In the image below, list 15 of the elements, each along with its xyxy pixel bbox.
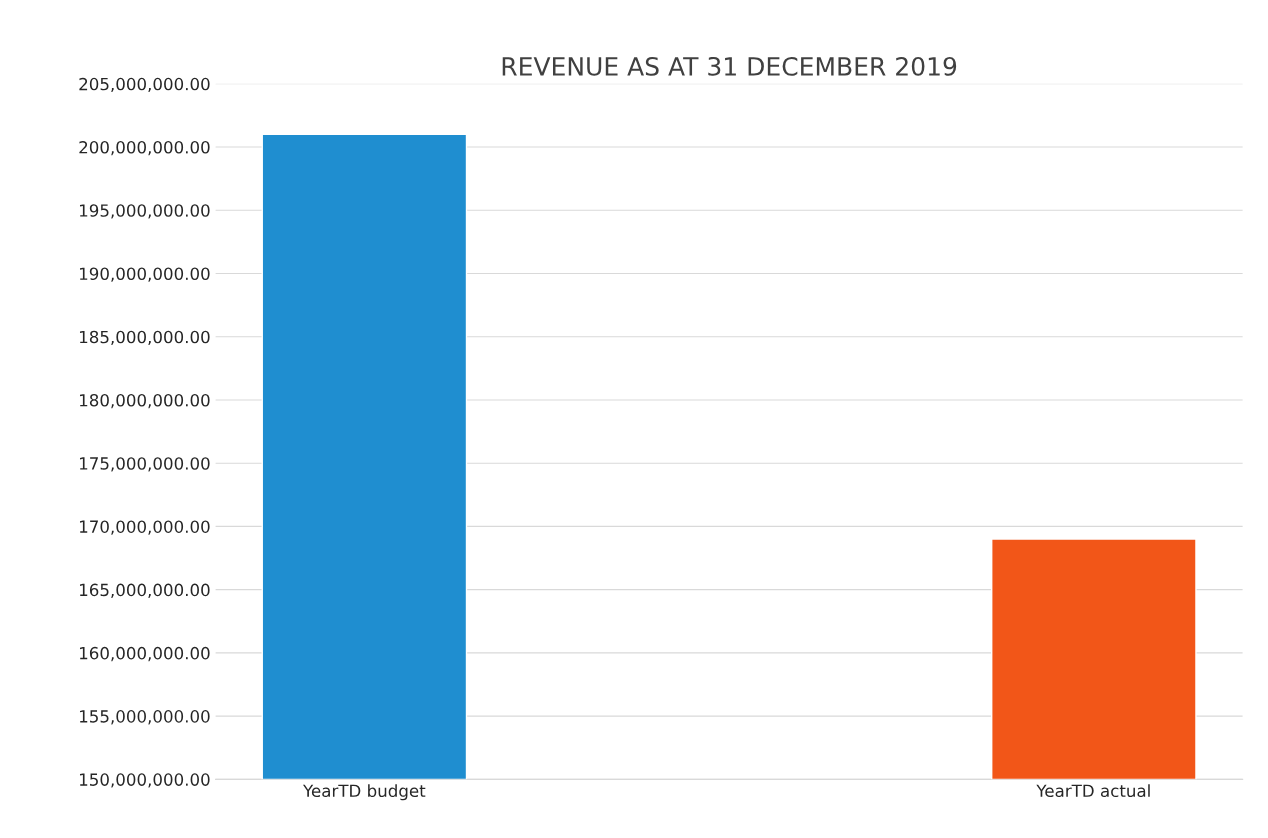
y-tick-label: 170,000,000.00 bbox=[79, 520, 210, 535]
y-tick-label: 150,000,000.00 bbox=[79, 773, 210, 788]
y-tick-label: 190,000,000.00 bbox=[79, 267, 210, 282]
x-tick-label: YearTD actual bbox=[1036, 784, 1150, 798]
y-tick-label: 160,000,000.00 bbox=[79, 646, 210, 662]
y-tick-label: 195,000,000.00 bbox=[79, 204, 210, 219]
y-tick-label: 180,000,000.00 bbox=[79, 393, 210, 409]
y-tick-label: 175,000,000.00 bbox=[79, 457, 210, 472]
x-tick-label: YearTD budget bbox=[302, 784, 426, 801]
y-tick-label: 205,000,000.00 bbox=[79, 77, 210, 93]
y-tick-label: 155,000,000.00 bbox=[79, 710, 210, 725]
chart-title: REVENUE AS AT 31 DECEMBER 2019 bbox=[502, 56, 957, 76]
y-tick-label: 185,000,000.00 bbox=[79, 330, 210, 345]
y-tick-label: 165,000,000.00 bbox=[79, 583, 210, 598]
y-tick-label: 200,000,000.00 bbox=[79, 140, 210, 156]
